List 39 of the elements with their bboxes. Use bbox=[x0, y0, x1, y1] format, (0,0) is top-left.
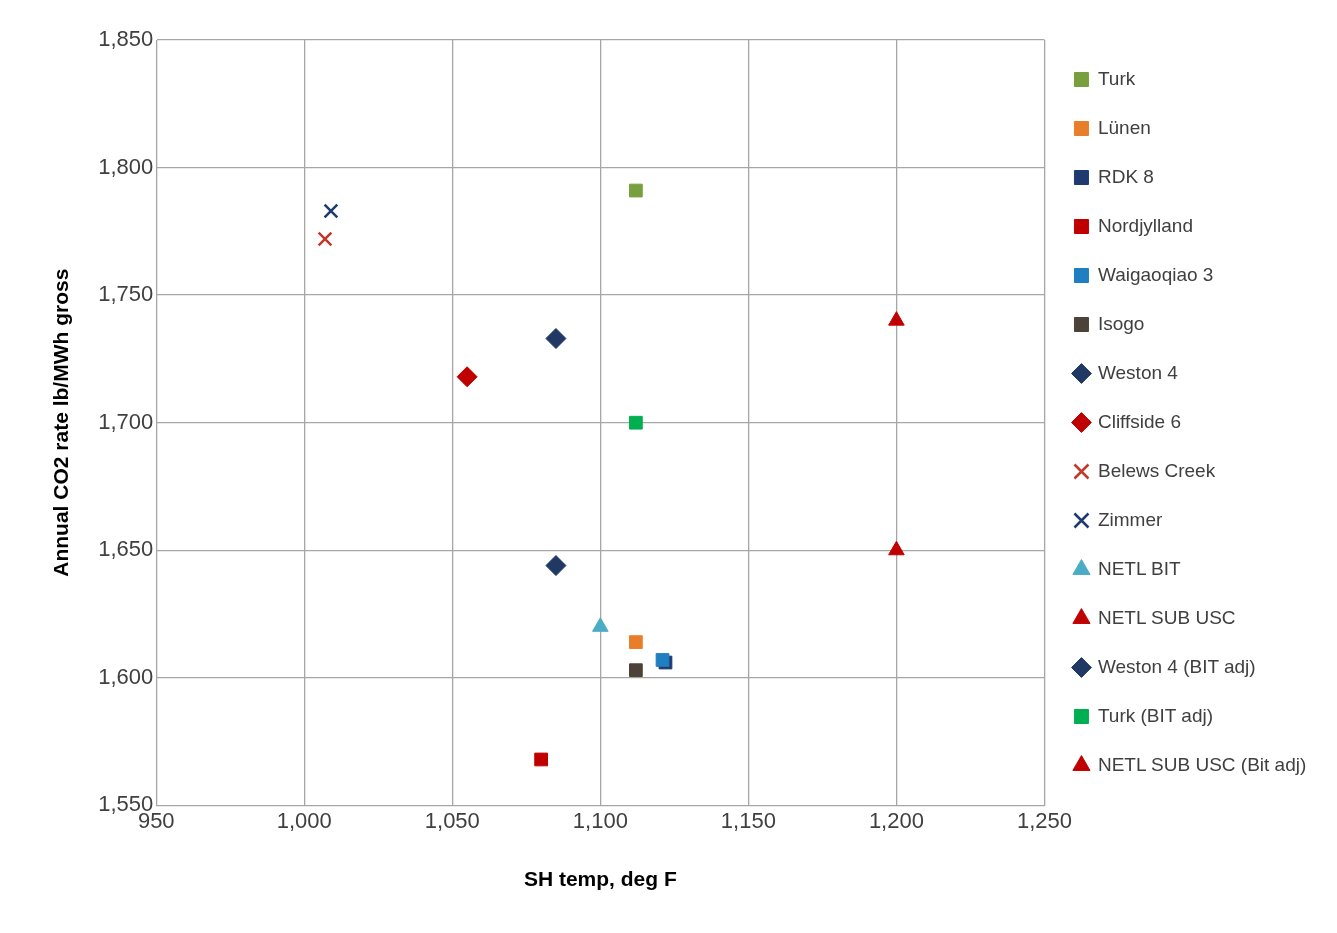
point bbox=[629, 183, 643, 198]
point bbox=[629, 663, 643, 678]
point bbox=[323, 203, 339, 219]
legend-label: Nordjylland bbox=[1097, 214, 1193, 236]
point bbox=[317, 231, 333, 247]
point bbox=[456, 366, 478, 388]
legend-label: Zimmer bbox=[1097, 508, 1163, 530]
legend-label: NETL SUB USC bbox=[1097, 606, 1236, 628]
point bbox=[545, 328, 567, 350]
y-tick-label: 1,850 bbox=[98, 26, 154, 52]
x-tick-label: 1,200 bbox=[868, 807, 924, 833]
x-tick-label: 1,000 bbox=[276, 807, 332, 833]
x-axis-title: SH temp, deg F bbox=[523, 867, 677, 891]
legend-label: Cliffside 6 bbox=[1097, 410, 1182, 432]
legend-label: NETL SUB USC (Bit adj) bbox=[1097, 753, 1307, 775]
legend-label: Weston 4 (BIT adj) bbox=[1097, 655, 1256, 677]
y-tick-label: 1,650 bbox=[98, 536, 154, 562]
y-tick-label: 1,600 bbox=[98, 663, 154, 689]
legend-label: NETL BIT bbox=[1097, 557, 1182, 579]
legend-label: Waigaoqiao 3 bbox=[1097, 263, 1214, 285]
legend-label: Lünen bbox=[1097, 116, 1151, 138]
legend-label: Weston 4 bbox=[1097, 361, 1179, 383]
legend-label: Isogo bbox=[1097, 312, 1145, 334]
x-tick-label: 1,050 bbox=[424, 807, 480, 833]
x-tick-label: 1,250 bbox=[1016, 807, 1072, 833]
legend-label: Belews Creek bbox=[1097, 459, 1216, 481]
y-tick-label: 1,800 bbox=[98, 153, 154, 179]
x-tick-label: 1,100 bbox=[572, 807, 628, 833]
point bbox=[534, 752, 548, 767]
legend-label: Turk bbox=[1097, 67, 1136, 89]
y-tick-label: 1,750 bbox=[98, 281, 154, 307]
legend-label: RDK 8 bbox=[1097, 165, 1154, 187]
x-tick-label: 1,150 bbox=[720, 807, 776, 833]
legend-label: Turk (BIT adj) bbox=[1097, 704, 1214, 726]
y-axis-title: Annual CO2 rate lb/MWh gross bbox=[49, 268, 73, 577]
point bbox=[545, 555, 567, 577]
point bbox=[629, 635, 643, 649]
point bbox=[629, 415, 643, 430]
y-tick-label: 1,700 bbox=[98, 408, 154, 434]
